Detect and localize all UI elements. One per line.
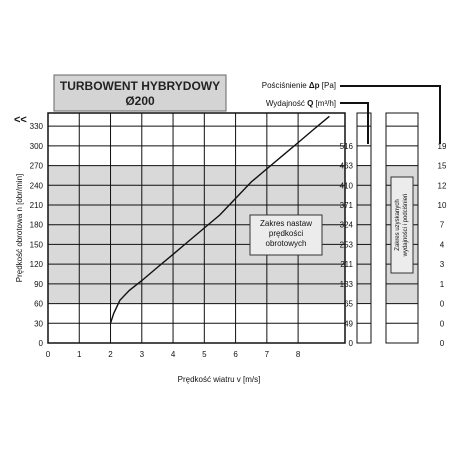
title-box <box>53 74 227 112</box>
x-tick-label: 1 <box>77 350 82 359</box>
y-tick-label: 300 <box>30 142 44 151</box>
range-annotation-line: obrotowych <box>266 239 307 248</box>
flow-tick-label: 0 <box>440 300 445 309</box>
y-tick-label: 90 <box>34 280 43 289</box>
x-tick-label: 7 <box>265 350 270 359</box>
flow-annotation-line: Zakres uzyskanych <box>395 199 401 250</box>
flow-tick-label: 10 <box>438 201 447 210</box>
pressure-tick-label: 49 <box>344 319 353 328</box>
collapse-icon[interactable]: << <box>14 114 27 126</box>
pressure-column-band <box>357 165 371 304</box>
x-axis-title: Prędkość wiatru v [m/s] <box>178 375 261 384</box>
y-tick-label: 120 <box>30 260 44 269</box>
flow-leader-line <box>340 102 369 144</box>
chart-subtitle: Ø200 <box>125 94 155 108</box>
pressure-tick-label: 410 <box>340 181 354 190</box>
flow-tick-label: 0 <box>440 339 445 348</box>
flow-tick-label: 3 <box>440 260 445 269</box>
plot-frame <box>47 112 346 344</box>
pressure-tick-label: 253 <box>340 240 354 249</box>
pressure-axis-title: Pościśnienie Δp [Pa] <box>262 81 336 90</box>
pressure-column-frame <box>356 112 372 344</box>
pressure-tick-label: 463 <box>340 162 354 171</box>
speed-curve-line <box>109 115 330 324</box>
x-tick-label: 4 <box>171 350 176 359</box>
flow-annotation-line: wydajności i podciśnień <box>403 194 409 258</box>
y-tick-label: 240 <box>30 181 44 190</box>
y-tick-label: 330 <box>30 122 44 131</box>
pressure-tick-label: 324 <box>340 221 354 230</box>
y-tick-label: 30 <box>34 319 43 328</box>
x-tick-label: 8 <box>296 350 301 359</box>
x-tick-label: 5 <box>202 350 207 359</box>
pressure-tick-label: 65 <box>344 300 353 309</box>
y-tick-label: 150 <box>30 240 44 249</box>
flow-tick-label: 0 <box>440 319 445 328</box>
flow-tick-label: 4 <box>440 240 445 249</box>
pressure-tick-label: 516 <box>340 142 354 151</box>
flow-tick-label: 7 <box>440 221 445 230</box>
pressure-leader-line <box>340 85 441 144</box>
x-tick-label: 0 <box>46 350 51 359</box>
y-tick-label: 180 <box>30 221 44 230</box>
x-tick-label: 6 <box>233 350 238 359</box>
pressure-tick-label: 211 <box>340 260 353 269</box>
flow-tick-label: 1 <box>440 280 445 289</box>
y-tick-label: 60 <box>34 300 43 309</box>
range-annotation-line: Zakres nastaw <box>260 219 312 228</box>
x-tick-label: 2 <box>108 350 113 359</box>
flow-tick-label: 19 <box>438 142 447 151</box>
pressure-tick-label: 133 <box>340 280 354 289</box>
y-tick-label: 0 <box>39 339 44 348</box>
range-annotation-box <box>249 214 323 256</box>
x-tick-label: 3 <box>140 350 145 359</box>
y-tick-label: 210 <box>30 201 44 210</box>
range-annotation-line: prędkości <box>269 229 303 238</box>
chart-title: TURBOWENT HYBRYDOWY <box>60 79 220 93</box>
flow-tick-label: 15 <box>438 162 447 171</box>
flow-tick-label: 12 <box>438 181 447 190</box>
flow-annotation-box <box>390 176 414 274</box>
y-tick-label: 270 <box>30 162 44 171</box>
y-axis-title: Prędkość obrotowa n [obr/min] <box>15 174 24 283</box>
pressure-tick-label: 0 <box>349 339 354 348</box>
pressure-tick-label: 371 <box>340 201 354 210</box>
flow-axis-title: Wydajność Q [m³/h] <box>266 99 336 108</box>
flow-column-frame <box>385 112 419 344</box>
